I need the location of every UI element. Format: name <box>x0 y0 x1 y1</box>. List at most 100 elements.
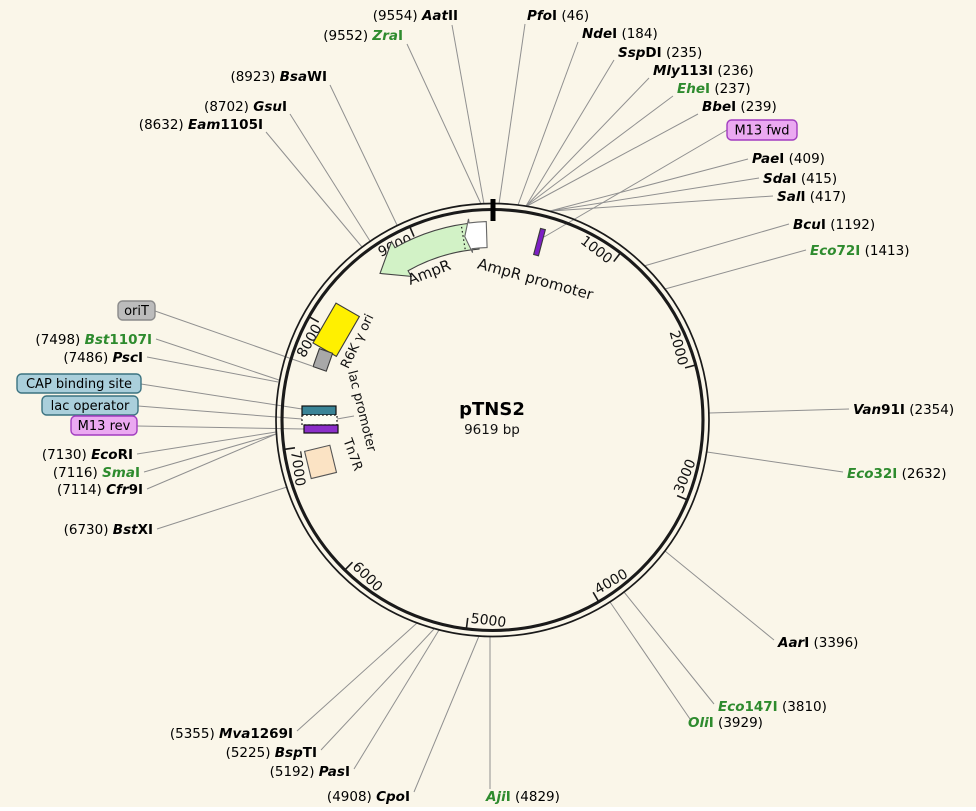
site-label-part: (5355) <box>170 726 219 742</box>
callout-line-cap-binding-site <box>140 383 303 410</box>
site-label-bst1107i: (7498) Bst1107I <box>35 332 152 348</box>
tick-5000 <box>465 617 469 629</box>
site-label-part: XI <box>138 522 153 538</box>
callout-line-eco147i <box>623 591 715 705</box>
site-label-part: (3929) <box>714 715 763 731</box>
site-label-ehei: EheI (237) <box>677 81 751 97</box>
site-label-part: (235) <box>662 45 703 61</box>
site-label-cfr9i: (7114) Cfr9I <box>57 482 143 498</box>
site-label-part: 1107I <box>109 332 152 348</box>
site-label-part: Eco <box>91 447 118 463</box>
site-label-part: Bst <box>113 522 138 538</box>
site-label-part: (4908) <box>327 789 376 805</box>
site-label-part: I <box>135 465 140 481</box>
tick-7000 <box>284 447 296 451</box>
callout-line-paei <box>549 158 749 212</box>
site-label-part: I <box>612 26 617 42</box>
site-label-part: RI <box>118 447 133 463</box>
site-label-part: (2354) <box>905 402 954 418</box>
label-box-text-m13-fwd: M13 fwd <box>734 124 789 139</box>
site-label-part: (9554) <box>373 8 422 24</box>
site-label-part: I <box>709 715 714 731</box>
site-label-part: Zra <box>371 28 398 44</box>
site-label-part: Eco <box>847 466 874 482</box>
site-label-gsui: (8702) GsuI <box>204 99 287 115</box>
site-label-part: Bst <box>85 332 110 348</box>
site-label-part: I <box>779 151 784 167</box>
site-label-part: (237) <box>710 81 751 97</box>
callout-line-zrai <box>406 43 482 205</box>
callout-line-sspdi <box>525 59 615 207</box>
site-label-part: Aar <box>777 635 806 651</box>
site-label-part: Sal <box>777 189 801 205</box>
site-label-part: I <box>804 635 809 651</box>
site-label-part: Ehe <box>677 81 705 97</box>
site-label-aatii: (9554) AatII <box>373 8 458 24</box>
site-label-part: Sma <box>102 465 135 481</box>
callout-line-mva1269i <box>296 622 418 732</box>
site-label-pfoi: PfoI (46) <box>527 8 589 24</box>
callout-line-lac-promoter <box>336 415 355 420</box>
site-label-part: (9552) <box>323 28 372 44</box>
site-label-psci: (7486) PscI <box>63 350 143 366</box>
label-box-orit <box>117 300 156 321</box>
label-box-lac-operator <box>41 395 139 416</box>
site-label-part: 1105I <box>220 117 263 133</box>
site-label-part: Oli <box>688 715 709 731</box>
callout-line-pfoi <box>498 23 526 205</box>
site-label-part: Sda <box>763 171 792 187</box>
callout-line-bspti <box>320 628 435 751</box>
site-label-part: WI <box>307 69 327 85</box>
site-label-bsawi: (8923) BsaWI <box>230 69 327 85</box>
callout-line-sali <box>550 195 774 212</box>
site-label-part: (46) <box>557 8 589 24</box>
callout-line-bcui <box>643 223 790 267</box>
site-label-part: (184) <box>617 26 658 42</box>
site-label-part: Bbe <box>702 99 731 115</box>
site-label-part: (8632) <box>139 117 188 133</box>
site-label-part: (2632) <box>897 466 946 482</box>
feature-rect-tn7r <box>303 444 338 480</box>
site-label-sali: SalI (417) <box>777 189 846 205</box>
site-label-olii: OliI (3929) <box>688 715 763 731</box>
site-label-ecori: (7130) EcoRI <box>42 447 133 463</box>
label-box-m13-fwd <box>726 119 798 141</box>
site-label-part: (236) <box>713 63 754 79</box>
site-label-part: Pae <box>752 151 779 167</box>
label-box-text-cap-binding-site: CAP binding site <box>26 377 132 392</box>
site-label-part: II <box>448 8 458 24</box>
callout-line-smai <box>143 433 277 473</box>
tick-3000 <box>676 494 688 501</box>
label-box-cap-binding-site <box>16 373 142 394</box>
feature-bar-m13-rev-feature <box>303 424 339 434</box>
site-label-part: Cfr <box>106 482 130 498</box>
site-label-part: I <box>552 8 557 24</box>
site-label-zrai: (9552) ZraI <box>323 28 403 44</box>
site-label-part: (5192) <box>270 764 319 780</box>
site-label-eco72i: Eco72I (1413) <box>810 243 910 259</box>
site-label-part: Gsu <box>253 99 282 115</box>
site-label-part: I <box>731 99 736 115</box>
site-label-part: Aat <box>421 8 449 24</box>
callout-line-ehei <box>525 95 674 207</box>
site-label-part: (7116) <box>53 465 102 481</box>
callout-line-aatii <box>451 24 485 205</box>
feature-arrow-ampr-promoter <box>464 218 488 253</box>
site-label-pasi: (5192) PasI <box>270 764 350 780</box>
callout-line-psci <box>146 356 279 383</box>
site-label-part: (7486) <box>63 350 112 366</box>
site-label-van91i: Van91I (2354) <box>853 402 954 418</box>
callout-line-bbei <box>526 113 699 207</box>
site-label-eco32i: Eco32I (2632) <box>847 466 947 482</box>
site-label-part: 72I <box>837 243 861 259</box>
site-label-part: I <box>800 189 805 205</box>
site-label-part: Bcu <box>793 217 821 233</box>
site-label-part: I <box>405 789 410 805</box>
site-label-part: I <box>506 789 511 805</box>
site-label-bbei: BbeI (239) <box>702 99 777 115</box>
site-label-part: (6730) <box>64 522 113 538</box>
callout-line-bstxi <box>156 486 288 530</box>
site-label-part: (7114) <box>57 482 106 498</box>
